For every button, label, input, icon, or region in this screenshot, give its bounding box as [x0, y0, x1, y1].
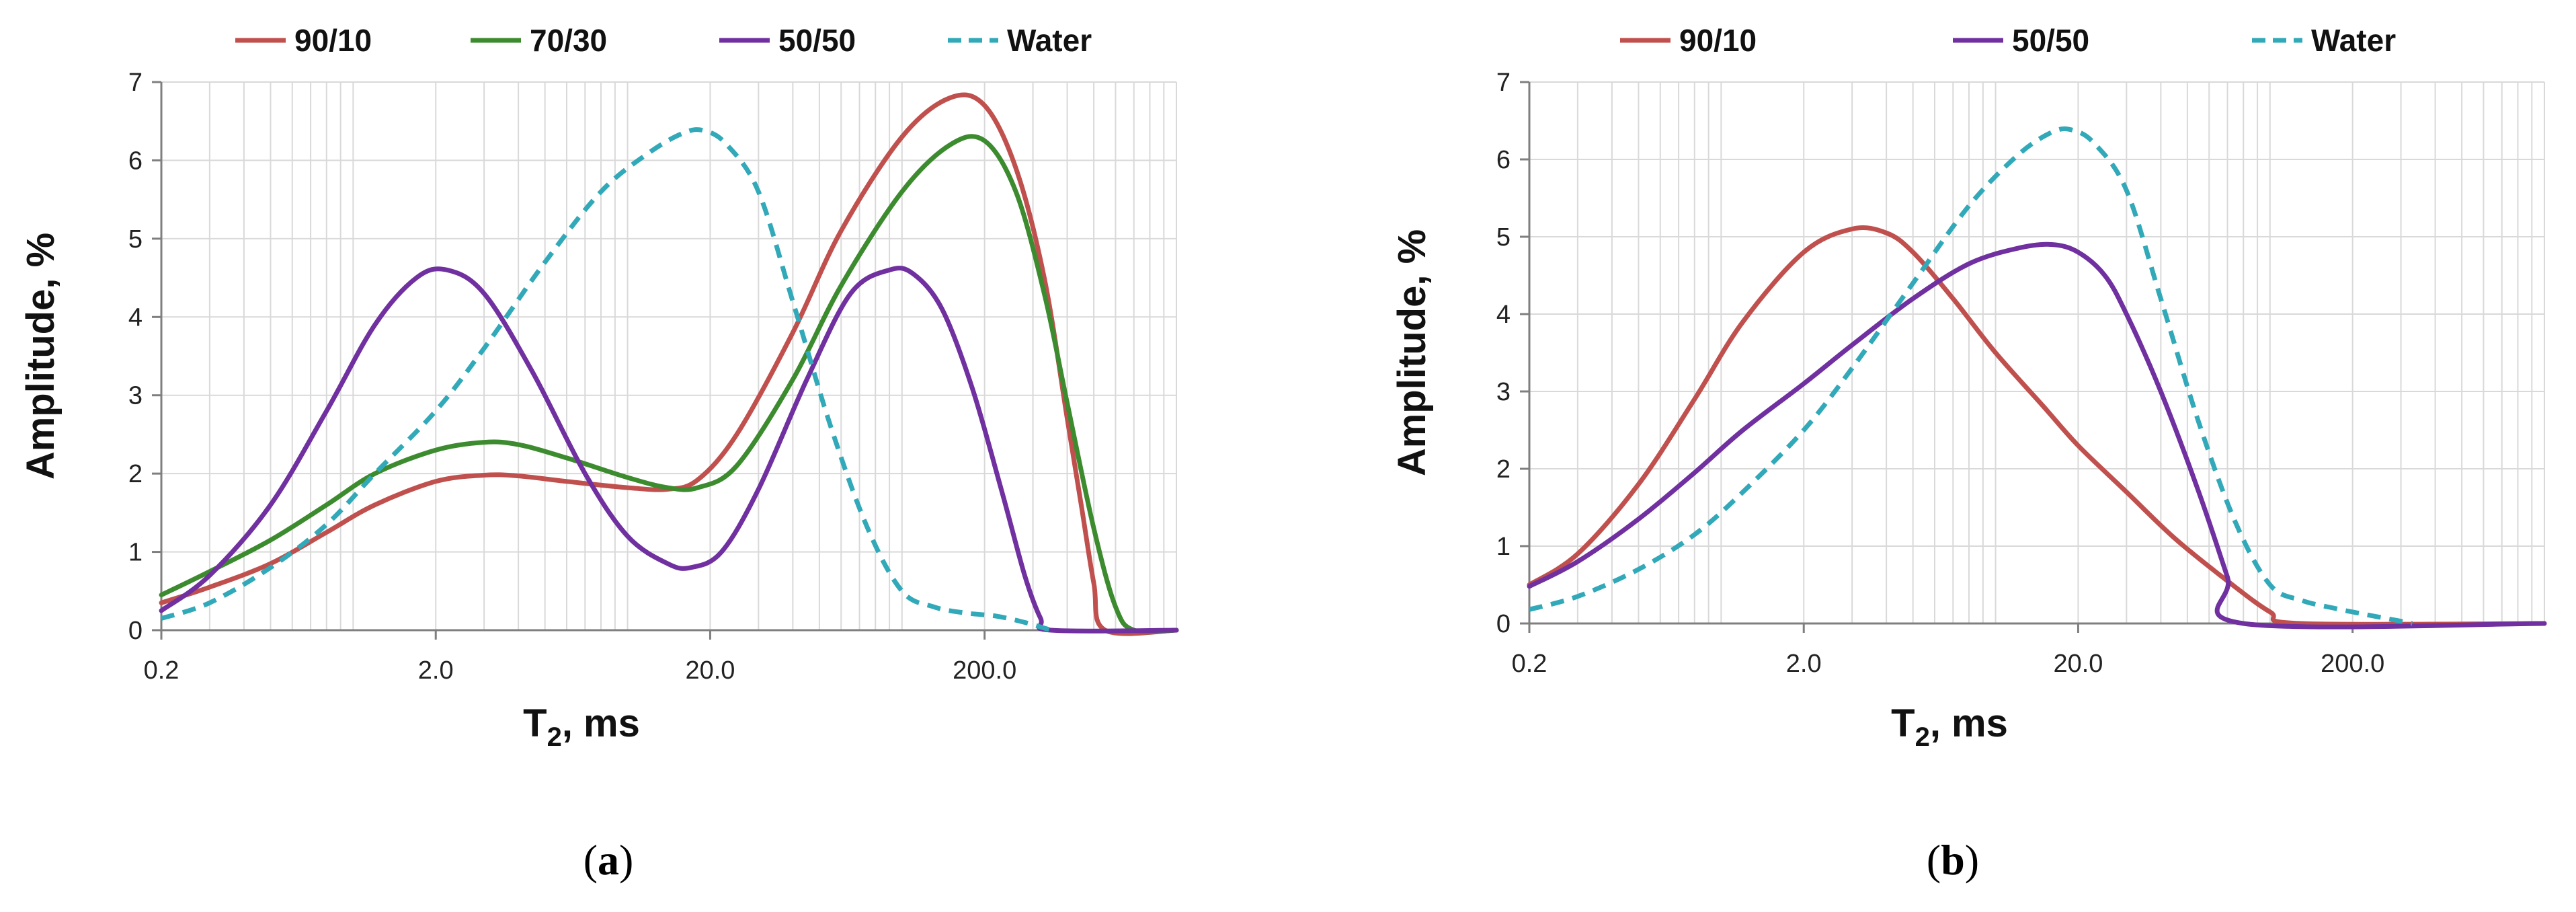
y-tick-label: 7 [1496, 69, 1511, 97]
x-tick-label: 20.0 [2053, 650, 2103, 678]
series-line-water [160, 127, 1052, 633]
panel-label-b: (b) [1927, 836, 1979, 884]
y-tick-label: 5 [1496, 223, 1511, 252]
series-line-90-10 [159, 92, 1179, 636]
legend-label: 70/30 [530, 23, 607, 58]
y-tick-label: 5 [128, 225, 143, 254]
gridlines [161, 81, 1177, 630]
x-tick-label: 2.0 [1786, 650, 1822, 678]
x-tick-label: 0.2 [144, 656, 179, 685]
chart-b: 0 1 2 3 4 5 6 7 0.2 2.0 20.0 200.0 90/10 50/50 Water Am… [1390, 23, 2547, 884]
y-tick-label: 0 [1496, 610, 1511, 638]
y-axis-title: Amplitude, % [1390, 229, 1434, 476]
x-tick-label: 0.2 [1512, 650, 1547, 678]
legend-label: Water [1007, 23, 1092, 58]
y-tick-label: 3 [1496, 378, 1511, 406]
series-line-50-50 [159, 266, 1179, 634]
y-axis-title: Amplitude, % [19, 233, 63, 480]
y-tick-label: 6 [1496, 146, 1511, 174]
x-tick-label: 2.0 [418, 656, 454, 685]
y-tick-label: 2 [128, 460, 143, 488]
series-line-50-50 [1527, 241, 2547, 630]
x-tick-label: 200.0 [953, 656, 1016, 685]
x-tick-label: 20.0 [685, 656, 735, 685]
legend-label: 50/50 [2012, 23, 2089, 58]
series-line-70-30 [159, 134, 1179, 635]
y-tick-label: 4 [128, 303, 143, 332]
x-axis-title: T2, ms [1891, 701, 2008, 752]
legend-label: 90/10 [294, 23, 372, 58]
legend-label: 90/10 [1679, 23, 1757, 58]
y-tick-label: 3 [128, 382, 143, 410]
y-tick-label: 1 [128, 539, 143, 567]
y-tick-label: 4 [1496, 301, 1511, 329]
y-tick-label: 0 [128, 617, 143, 645]
y-tick-label: 7 [128, 69, 143, 97]
gridlines [1529, 81, 2545, 623]
legend-label: Water [2311, 23, 2396, 58]
series-line-90-10 [1527, 225, 2547, 627]
legend: 90/10 70/30 50/50 Water [235, 23, 1092, 58]
x-tick-label: 200.0 [2321, 650, 2384, 678]
y-tick-label: 6 [128, 147, 143, 175]
legend: 90/10 50/50 Water [1620, 23, 2396, 58]
panel-label-a: (a) [583, 836, 634, 884]
series-line-water [1529, 126, 2413, 626]
chart-a: 0 1 2 3 4 5 6 7 0.2 2.0 20.0 200.0 90/10 70/30 50/50 Wa… [19, 23, 1179, 884]
x-axis-title: T2, ms [523, 701, 640, 752]
legend-label: 50/50 [778, 23, 856, 58]
y-tick-label: 1 [1496, 533, 1511, 561]
y-tick-label: 2 [1496, 455, 1511, 484]
